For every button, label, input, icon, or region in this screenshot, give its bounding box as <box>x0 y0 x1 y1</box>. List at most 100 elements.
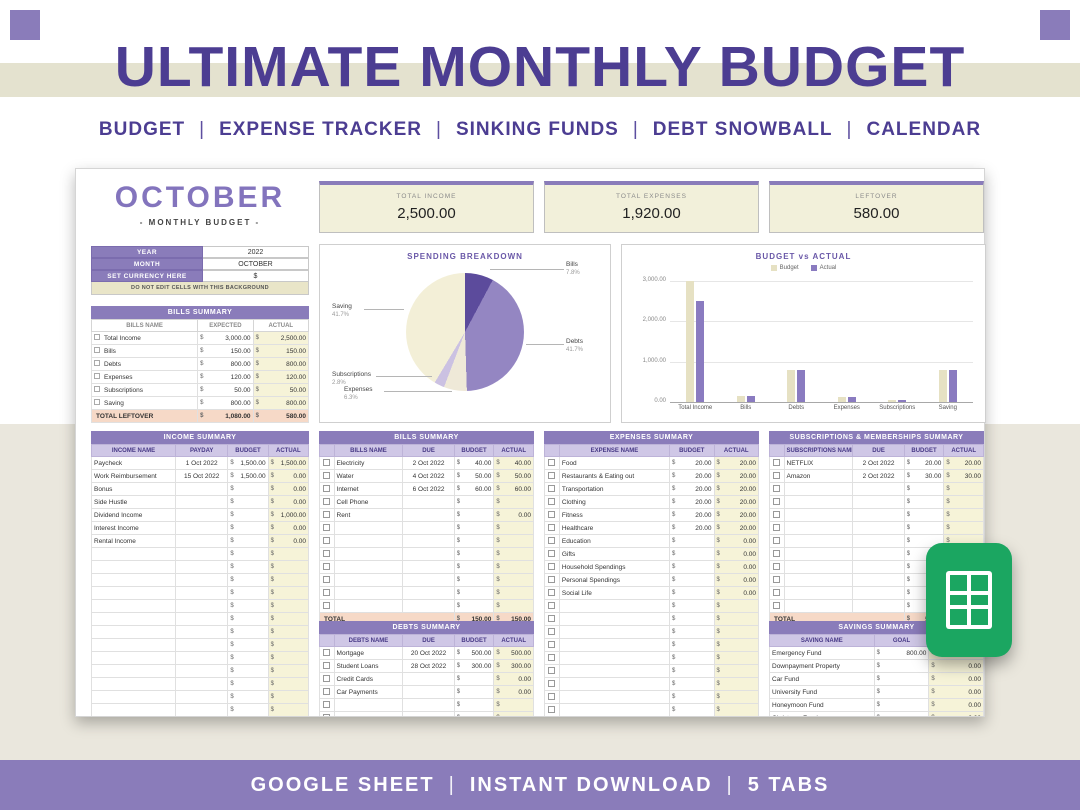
cell[interactable]: Debts <box>91 357 199 371</box>
cell[interactable]: Gifts <box>558 547 671 561</box>
cell[interactable]: Social Life <box>558 586 671 600</box>
cell[interactable]: $ <box>873 698 930 712</box>
cell[interactable] <box>175 625 229 639</box>
checkbox[interactable] <box>323 675 331 683</box>
checkbox[interactable] <box>548 602 556 610</box>
cell[interactable] <box>402 495 455 509</box>
cell[interactable] <box>91 599 177 613</box>
checkbox[interactable] <box>773 459 781 467</box>
checkbox[interactable] <box>548 485 556 493</box>
cell[interactable]: $ <box>943 508 984 522</box>
checkbox[interactable] <box>323 602 331 610</box>
checkbox[interactable] <box>773 563 781 571</box>
cell[interactable]: $ <box>453 508 495 522</box>
cell[interactable]: 20 Oct 2022 <box>402 646 455 660</box>
config-value[interactable]: OCTOBER <box>203 258 309 270</box>
cell[interactable] <box>175 482 229 496</box>
cell[interactable]: $ <box>267 703 309 716</box>
cell[interactable] <box>558 677 671 691</box>
cell[interactable] <box>402 521 455 535</box>
cell[interactable]: Amazon <box>783 469 854 483</box>
cell[interactable]: $ <box>227 534 269 548</box>
checkbox[interactable] <box>773 537 781 545</box>
checkbox[interactable] <box>323 589 331 597</box>
cell[interactable]: $40.00 <box>453 456 495 470</box>
cell[interactable]: $ <box>903 495 945 509</box>
cell[interactable]: $ <box>873 685 930 699</box>
cell[interactable]: $30.00 <box>943 469 984 483</box>
checkbox[interactable] <box>323 498 331 506</box>
cell[interactable]: $1,500.00 <box>267 456 309 470</box>
cell[interactable]: $800.00 <box>873 646 930 660</box>
cell[interactable]: $3,000.00 <box>197 331 254 345</box>
cell[interactable]: $ <box>227 482 269 496</box>
cell[interactable]: $ <box>493 711 534 716</box>
cell[interactable]: $ <box>267 664 309 678</box>
cell[interactable] <box>558 690 671 704</box>
cell[interactable] <box>402 534 455 548</box>
checkbox[interactable] <box>323 714 331 716</box>
cell[interactable] <box>852 547 905 561</box>
cell[interactable] <box>783 495 854 509</box>
cell[interactable]: $ <box>267 651 309 665</box>
cell[interactable] <box>852 521 905 535</box>
cell[interactable] <box>333 547 404 561</box>
cell[interactable]: $120.00 <box>197 370 254 384</box>
cell[interactable]: $ <box>267 573 309 587</box>
cell[interactable]: Personal Spendings <box>558 573 671 587</box>
cell[interactable]: $ <box>873 672 930 686</box>
cell[interactable]: Subscriptions <box>91 383 199 397</box>
cell[interactable]: 6 Oct 2022 <box>402 482 455 496</box>
cell[interactable]: Rental Income <box>91 534 177 548</box>
cell[interactable]: $ <box>227 599 269 613</box>
cell[interactable] <box>402 672 455 686</box>
cell[interactable]: $ <box>493 521 534 535</box>
cell[interactable]: $ <box>669 599 715 613</box>
checkbox[interactable] <box>773 485 781 493</box>
cell[interactable]: $ <box>713 625 759 639</box>
cell[interactable] <box>91 612 177 626</box>
cell[interactable]: $0.00 <box>713 586 759 600</box>
cell[interactable] <box>91 560 177 574</box>
checkbox[interactable] <box>323 524 331 532</box>
cell[interactable] <box>852 495 905 509</box>
cell[interactable]: $20.00 <box>669 482 715 496</box>
checkbox[interactable] <box>323 550 331 558</box>
cell[interactable]: $20.00 <box>713 456 759 470</box>
cell[interactable]: Education <box>558 534 671 548</box>
cell[interactable]: $ <box>493 534 534 548</box>
cell[interactable]: Fitness <box>558 508 671 522</box>
cell[interactable]: $ <box>713 612 759 626</box>
cell[interactable] <box>175 521 229 535</box>
cell[interactable]: $ <box>227 547 269 561</box>
cell[interactable]: $ <box>713 651 759 665</box>
cell[interactable] <box>175 573 229 587</box>
cell[interactable]: $40.00 <box>493 456 534 470</box>
cell[interactable] <box>783 560 854 574</box>
cell[interactable]: $0.00 <box>713 534 759 548</box>
cell[interactable]: $0.00 <box>928 685 984 699</box>
cell[interactable]: $2,500.00 <box>252 331 309 345</box>
cell[interactable] <box>558 625 671 639</box>
cell[interactable]: $ <box>903 508 945 522</box>
cell[interactable]: $0.00 <box>493 508 534 522</box>
checkbox[interactable] <box>548 576 556 584</box>
cell[interactable] <box>558 703 671 716</box>
cell[interactable]: Transportation <box>558 482 671 496</box>
cell[interactable]: $ <box>713 677 759 691</box>
checkbox[interactable] <box>548 472 556 480</box>
cell[interactable]: $50.00 <box>197 383 254 397</box>
cell[interactable] <box>558 599 671 613</box>
cell[interactable]: $ <box>669 703 715 716</box>
cell[interactable] <box>783 534 854 548</box>
cell[interactable]: Healthcare <box>558 521 671 535</box>
cell[interactable]: $50.00 <box>252 383 309 397</box>
cell[interactable]: Rent <box>333 508 404 522</box>
cell[interactable] <box>175 612 229 626</box>
cell[interactable]: $ <box>453 534 495 548</box>
cell[interactable] <box>175 508 229 522</box>
cell[interactable]: Total Income <box>91 331 199 345</box>
cell[interactable] <box>175 651 229 665</box>
cell[interactable]: $ <box>267 612 309 626</box>
cell[interactable]: $0.00 <box>928 711 984 716</box>
